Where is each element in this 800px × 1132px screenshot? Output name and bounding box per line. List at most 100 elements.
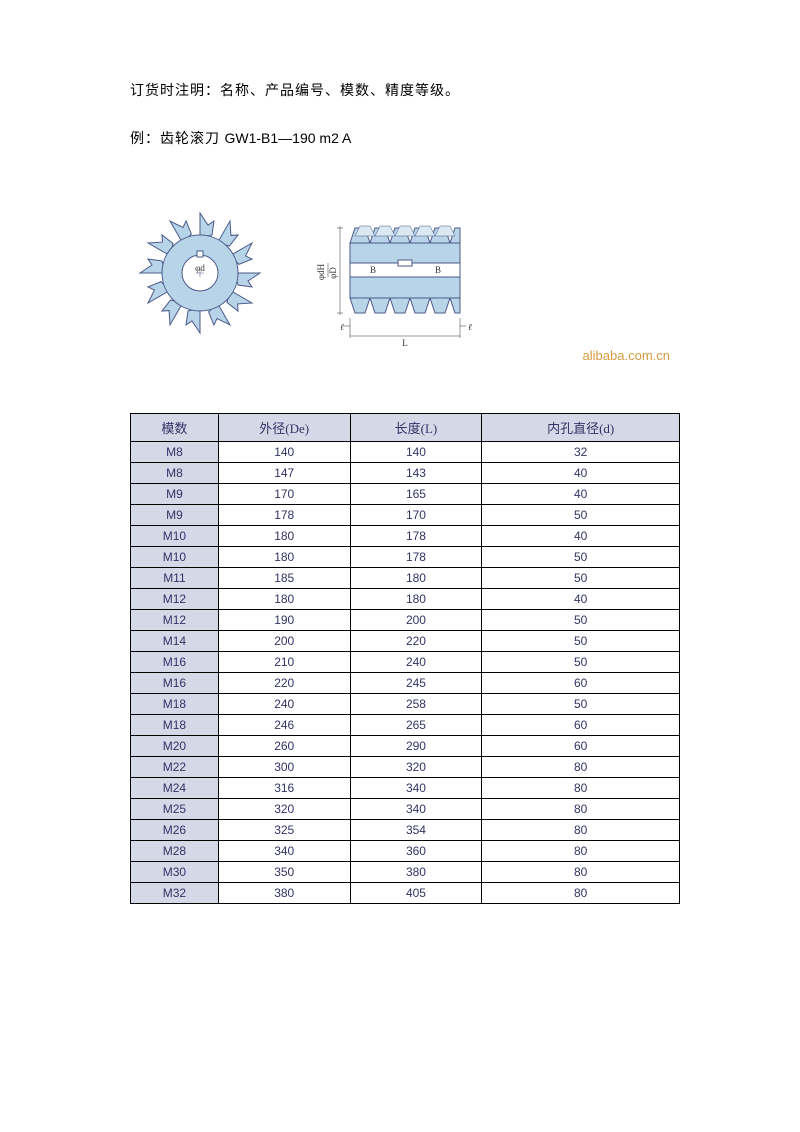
table-cell: 50 bbox=[482, 652, 680, 673]
table-row: M3035038080 bbox=[131, 862, 680, 883]
example-code: GW1-B1—190 m2 A bbox=[225, 130, 352, 146]
table-cell: 380 bbox=[218, 883, 350, 904]
table-cell: 325 bbox=[218, 820, 350, 841]
table-cell: 80 bbox=[482, 862, 680, 883]
table-cell: 260 bbox=[218, 736, 350, 757]
table-row: M1621024050 bbox=[131, 652, 680, 673]
table-cell: M25 bbox=[131, 799, 219, 820]
table-cell: M18 bbox=[131, 715, 219, 736]
table-cell: 320 bbox=[350, 757, 482, 778]
table-cell: 240 bbox=[218, 694, 350, 715]
header-module: 模数 bbox=[131, 414, 219, 442]
table-cell: 180 bbox=[350, 568, 482, 589]
table-cell: 265 bbox=[350, 715, 482, 736]
table-row: M2532034080 bbox=[131, 799, 680, 820]
table-cell: 143 bbox=[350, 463, 482, 484]
table-cell: 40 bbox=[482, 463, 680, 484]
table-cell: 178 bbox=[218, 505, 350, 526]
table-cell: 32 bbox=[482, 442, 680, 463]
gear-hob-diagram: φd bbox=[130, 188, 490, 358]
table-cell: 50 bbox=[482, 694, 680, 715]
table-cell: 50 bbox=[482, 547, 680, 568]
table-cell: 200 bbox=[218, 631, 350, 652]
table-cell: 300 bbox=[218, 757, 350, 778]
table-cell: 245 bbox=[350, 673, 482, 694]
table-cell: M32 bbox=[131, 883, 219, 904]
table-cell: 350 bbox=[218, 862, 350, 883]
spec-table: 模数 外径(De) 长度(L) 内孔直径(d) M814014032M81471… bbox=[130, 413, 680, 904]
table-cell: 316 bbox=[218, 778, 350, 799]
table-row: M2230032080 bbox=[131, 757, 680, 778]
table-cell: 180 bbox=[218, 547, 350, 568]
table-cell: 80 bbox=[482, 883, 680, 904]
header-bore-diameter: 内孔直径(d) bbox=[482, 414, 680, 442]
table-cell: M8 bbox=[131, 463, 219, 484]
table-cell: 180 bbox=[218, 526, 350, 547]
table-row: M1824025850 bbox=[131, 694, 680, 715]
table-cell: 178 bbox=[350, 526, 482, 547]
table-cell: M24 bbox=[131, 778, 219, 799]
table-row: M1420022050 bbox=[131, 631, 680, 652]
table-row: M1018017850 bbox=[131, 547, 680, 568]
watermark: alibaba.com.cn bbox=[583, 348, 670, 363]
table-cell: 178 bbox=[350, 547, 482, 568]
table-cell: 80 bbox=[482, 841, 680, 862]
table-cell: 80 bbox=[482, 778, 680, 799]
table-cell: 60 bbox=[482, 673, 680, 694]
table-cell: 165 bbox=[350, 484, 482, 505]
table-cell: 320 bbox=[218, 799, 350, 820]
table-cell: 354 bbox=[350, 820, 482, 841]
table-cell: 80 bbox=[482, 757, 680, 778]
table-cell: 180 bbox=[350, 589, 482, 610]
table-cell: M12 bbox=[131, 610, 219, 631]
l-label-left: ℓ bbox=[340, 322, 344, 332]
table-cell: M18 bbox=[131, 694, 219, 715]
intro-text: 订货时注明：名称、产品编号、模数、精度等级。 bbox=[130, 80, 680, 100]
table-cell: M9 bbox=[131, 484, 219, 505]
table-cell: 380 bbox=[350, 862, 482, 883]
table-header-row: 模数 外径(De) 长度(L) 内孔直径(d) bbox=[131, 414, 680, 442]
phi-dH-label: φdH bbox=[316, 263, 326, 280]
table-cell: 200 bbox=[350, 610, 482, 631]
table-cell: 258 bbox=[350, 694, 482, 715]
table-cell: 180 bbox=[218, 589, 350, 610]
table-cell: M14 bbox=[131, 631, 219, 652]
b-label-right: B bbox=[435, 265, 441, 275]
header-length: 长度(L) bbox=[350, 414, 482, 442]
table-cell: 210 bbox=[218, 652, 350, 673]
table-cell: 147 bbox=[218, 463, 350, 484]
table-cell: M16 bbox=[131, 652, 219, 673]
table-cell: 220 bbox=[350, 631, 482, 652]
table-row: M1824626560 bbox=[131, 715, 680, 736]
technical-diagram: φd bbox=[130, 188, 680, 363]
table-cell: M20 bbox=[131, 736, 219, 757]
table-row: M2632535480 bbox=[131, 820, 680, 841]
table-row: M2431634080 bbox=[131, 778, 680, 799]
table-cell: 50 bbox=[482, 505, 680, 526]
table-cell: M10 bbox=[131, 547, 219, 568]
table-cell: 60 bbox=[482, 715, 680, 736]
table-row: M814014032 bbox=[131, 442, 680, 463]
b-label-left: B bbox=[370, 265, 376, 275]
table-row: M917016540 bbox=[131, 484, 680, 505]
table-cell: 140 bbox=[218, 442, 350, 463]
table-cell: 220 bbox=[218, 673, 350, 694]
table-cell: 50 bbox=[482, 631, 680, 652]
table-cell: 340 bbox=[218, 841, 350, 862]
table-row: M1018017840 bbox=[131, 526, 680, 547]
table-cell: 170 bbox=[218, 484, 350, 505]
table-cell: 50 bbox=[482, 568, 680, 589]
table-row: M1219020050 bbox=[131, 610, 680, 631]
table-row: M3238040580 bbox=[131, 883, 680, 904]
table-cell: 185 bbox=[218, 568, 350, 589]
table-row: M917817050 bbox=[131, 505, 680, 526]
table-cell: M30 bbox=[131, 862, 219, 883]
table-cell: 60 bbox=[482, 736, 680, 757]
example-label: 例：齿轮滚刀 bbox=[130, 132, 220, 147]
table-cell: M12 bbox=[131, 589, 219, 610]
L-label: L bbox=[402, 338, 408, 348]
table-row: M2834036080 bbox=[131, 841, 680, 862]
table-cell: 170 bbox=[350, 505, 482, 526]
table-row: M1218018040 bbox=[131, 589, 680, 610]
table-row: M1118518050 bbox=[131, 568, 680, 589]
